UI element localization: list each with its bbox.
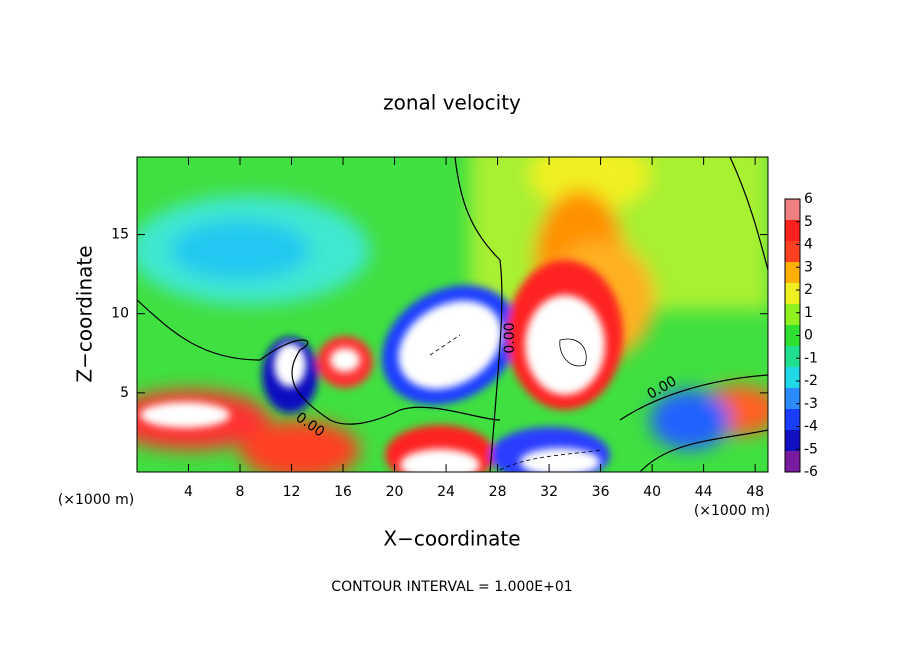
contour-label: 0.00 (502, 322, 518, 353)
colorbar-cell (785, 367, 800, 388)
y-tick-label: 5 (120, 385, 129, 401)
colorbar-cell (785, 325, 800, 346)
colorbar-label: -1 (804, 350, 818, 366)
colorbar-cell (785, 388, 800, 409)
x-tick-label: 24 (437, 484, 455, 500)
x-tick-label: 44 (695, 484, 713, 500)
colorbar-cell (785, 346, 800, 367)
colorbar-label: 3 (804, 259, 813, 275)
x-tick-label: 20 (386, 484, 404, 500)
colorbar-cell (785, 262, 800, 283)
colorbar-label: 1 (804, 305, 813, 321)
colorbar-cell (785, 430, 800, 451)
colorbar-label: -6 (804, 464, 818, 480)
x-tick-label: 28 (489, 484, 507, 500)
x-tick-label: 12 (283, 484, 301, 500)
colorbar-cell (785, 451, 800, 472)
footer: CONTOUR INTERVAL = 1.000E+01 (331, 579, 572, 595)
colorbar-label: 0 (804, 328, 813, 344)
x-unit-right: (×1000 m) (694, 503, 770, 519)
y-tick-label: 10 (111, 306, 129, 322)
colorbar-label: -4 (804, 419, 818, 435)
x-tick-label: 8 (236, 484, 245, 500)
colorbar-cell (785, 409, 800, 430)
x-tick-label: 16 (334, 484, 352, 500)
colorbar-label: 5 (804, 214, 813, 230)
colorbar-label: 6 (804, 191, 813, 207)
plot-frame (136, 156, 769, 473)
y-axis-label: Z−coordinate (73, 245, 97, 382)
colorbar-label: -5 (804, 441, 818, 457)
colorbar-cell (785, 220, 800, 241)
x-tick-label: 32 (540, 484, 558, 500)
colorbar-cell (785, 283, 800, 304)
colorbar-cell (785, 304, 800, 325)
colorbar-label: 4 (804, 237, 813, 253)
field (137, 157, 768, 472)
colorbar-label: 2 (804, 282, 813, 298)
x-tick-label: 4 (184, 484, 193, 500)
x-axis-label: X−coordinate (383, 527, 520, 551)
chart-title: zonal velocity (383, 91, 521, 115)
x-tick-label: 40 (643, 484, 661, 500)
x-tick-label: 36 (592, 484, 610, 500)
colorbar-cell (785, 199, 800, 220)
colorbar-cell (785, 241, 800, 262)
y-tick-label: 15 (111, 227, 129, 243)
x-tick-label: 48 (746, 484, 764, 500)
colorbar-label: -3 (804, 396, 818, 412)
colorbar-label: -2 (804, 373, 818, 389)
x-unit-left: (×1000 m) (58, 492, 134, 508)
